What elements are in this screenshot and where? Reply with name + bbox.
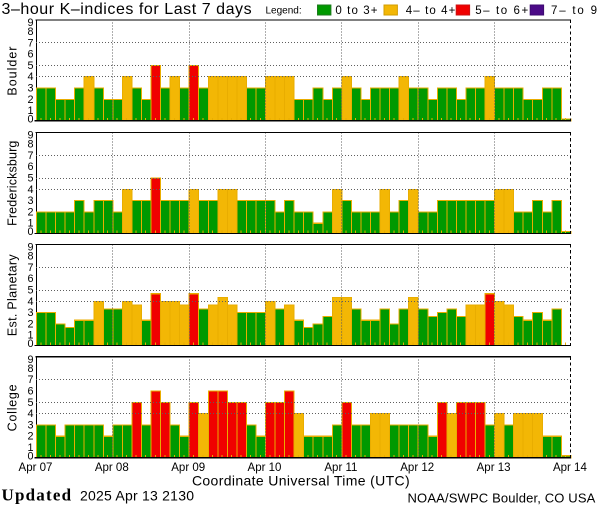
svg-text:Apr 13: Apr 13 xyxy=(477,462,511,474)
svg-text:0 to 3+: 0 to 3+ xyxy=(335,5,378,17)
svg-text:1: 1 xyxy=(27,105,33,117)
svg-text:0: 0 xyxy=(27,338,33,350)
svg-text:3: 3 xyxy=(27,83,33,95)
svg-text:3: 3 xyxy=(27,307,33,319)
svg-text:1: 1 xyxy=(27,330,33,342)
svg-text:8: 8 xyxy=(27,251,33,263)
svg-text:4: 4 xyxy=(27,71,33,83)
svg-text:Apr 12: Apr 12 xyxy=(400,462,434,474)
svg-text:2025 Apr 13 2130: 2025 Apr 13 2130 xyxy=(80,488,194,504)
svg-text:2: 2 xyxy=(27,206,33,218)
svg-text:9: 9 xyxy=(27,354,33,366)
svg-text:7– to 9: 7– to 9 xyxy=(551,5,599,17)
svg-text:7: 7 xyxy=(27,37,33,49)
svg-text:Apr 09: Apr 09 xyxy=(171,462,205,474)
svg-text:College: College xyxy=(6,384,20,432)
svg-text:8: 8 xyxy=(27,363,33,375)
svg-text:3–hour K–indices for Last 7 da: 3–hour K–indices for Last 7 days xyxy=(2,1,253,18)
svg-text:8: 8 xyxy=(27,26,33,38)
svg-text:4: 4 xyxy=(27,296,33,308)
svg-text:6: 6 xyxy=(27,386,33,398)
svg-text:2: 2 xyxy=(27,94,33,106)
svg-text:2: 2 xyxy=(27,431,33,443)
svg-text:9: 9 xyxy=(27,242,33,254)
svg-text:5– to 6+: 5– to 6+ xyxy=(475,5,530,17)
svg-text:Fredericksburg: Fredericksburg xyxy=(6,140,20,225)
svg-text:3: 3 xyxy=(27,195,33,207)
svg-text:6: 6 xyxy=(27,273,33,285)
svg-text:7: 7 xyxy=(27,374,33,386)
svg-text:Est. Planetary: Est. Planetary xyxy=(6,254,20,336)
svg-text:5: 5 xyxy=(27,285,33,297)
svg-text:8: 8 xyxy=(27,139,33,151)
svg-text:4: 4 xyxy=(27,184,33,196)
svg-text:7: 7 xyxy=(27,262,33,274)
svg-text:1: 1 xyxy=(27,218,33,230)
svg-text:0: 0 xyxy=(27,226,33,238)
svg-text:9: 9 xyxy=(27,17,33,29)
svg-text:Apr 07: Apr 07 xyxy=(19,462,53,474)
svg-text:Apr 14: Apr 14 xyxy=(553,462,587,474)
svg-text:4– to 4+: 4– to 4+ xyxy=(406,5,457,17)
svg-text:Legend:: Legend: xyxy=(266,6,302,17)
svg-text:0: 0 xyxy=(27,451,33,463)
svg-text:Boulder: Boulder xyxy=(6,46,20,96)
svg-text:9: 9 xyxy=(27,130,33,142)
svg-text:Updated: Updated xyxy=(2,486,73,505)
svg-text:NOAA/SWPC Boulder, CO USA: NOAA/SWPC Boulder, CO USA xyxy=(408,491,596,506)
svg-text:Coordinate Universal Time (UTC: Coordinate Universal Time (UTC) xyxy=(192,473,410,489)
svg-text:2: 2 xyxy=(27,318,33,330)
svg-text:1: 1 xyxy=(27,442,33,454)
svg-text:5: 5 xyxy=(27,397,33,409)
svg-text:6: 6 xyxy=(27,161,33,173)
svg-text:3: 3 xyxy=(27,419,33,431)
svg-text:Apr 11: Apr 11 xyxy=(324,462,357,474)
svg-text:Apr 10: Apr 10 xyxy=(248,462,282,474)
svg-text:7: 7 xyxy=(27,150,33,162)
svg-text:5: 5 xyxy=(27,60,33,72)
svg-text:0: 0 xyxy=(27,114,33,126)
svg-text:Apr 08: Apr 08 xyxy=(95,462,129,474)
svg-text:6: 6 xyxy=(27,49,33,61)
svg-text:4: 4 xyxy=(27,408,33,420)
svg-text:5: 5 xyxy=(27,173,33,185)
